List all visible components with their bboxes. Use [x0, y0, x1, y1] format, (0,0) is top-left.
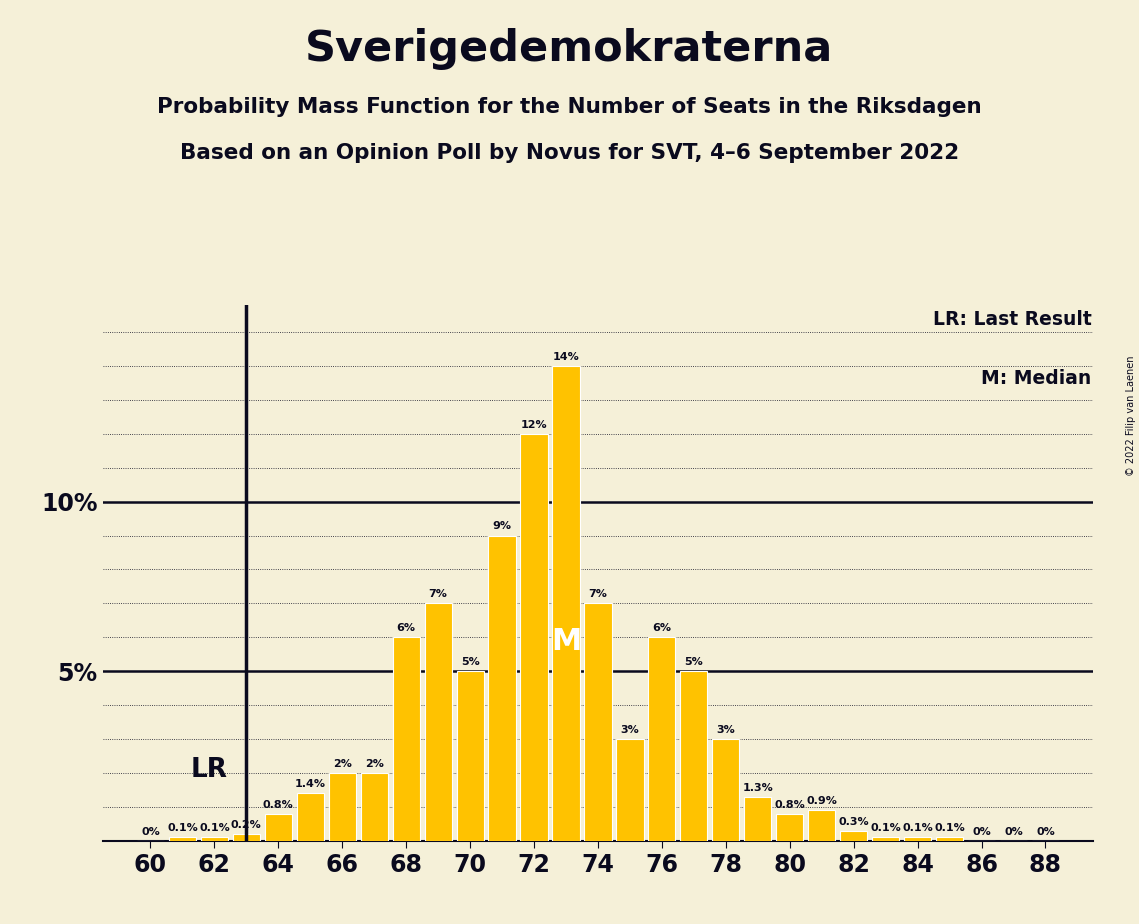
Bar [393, 638, 420, 841]
Bar [809, 810, 835, 841]
Bar [872, 837, 900, 841]
Text: 0%: 0% [1005, 827, 1023, 837]
Bar [361, 773, 387, 841]
Text: 0.1%: 0.1% [167, 823, 198, 833]
Text: 3%: 3% [716, 725, 735, 735]
Text: LR: Last Result: LR: Last Result [933, 310, 1091, 329]
Text: 3%: 3% [621, 725, 639, 735]
Text: 6%: 6% [653, 624, 671, 633]
Text: Based on an Opinion Poll by Novus for SVT, 4–6 September 2022: Based on an Opinion Poll by Novus for SV… [180, 143, 959, 164]
Text: 1.3%: 1.3% [743, 783, 773, 793]
Bar [680, 671, 707, 841]
Text: M: Median: M: Median [981, 370, 1091, 388]
Text: 2%: 2% [364, 759, 384, 769]
Bar [936, 837, 964, 841]
Bar [489, 536, 516, 841]
Bar [648, 638, 675, 841]
Text: 0.1%: 0.1% [934, 823, 965, 833]
Text: Sverigedemokraterna: Sverigedemokraterna [305, 28, 834, 69]
Bar [616, 739, 644, 841]
Text: 5%: 5% [685, 657, 703, 667]
Bar [904, 837, 932, 841]
Bar [200, 837, 228, 841]
Bar [521, 433, 548, 841]
Text: 0.1%: 0.1% [199, 823, 230, 833]
Text: M: M [551, 626, 581, 656]
Text: 0.8%: 0.8% [775, 799, 805, 809]
Bar [712, 739, 739, 841]
Bar [552, 366, 580, 841]
Bar [425, 603, 452, 841]
Bar [457, 671, 484, 841]
Bar [584, 603, 612, 841]
Text: 0%: 0% [141, 827, 159, 837]
Bar [296, 794, 323, 841]
Bar [329, 773, 355, 841]
Text: 7%: 7% [428, 590, 448, 600]
Text: 1.4%: 1.4% [295, 779, 326, 789]
Bar [169, 837, 196, 841]
Text: 0.1%: 0.1% [902, 823, 933, 833]
Text: 2%: 2% [333, 759, 352, 769]
Text: 0.3%: 0.3% [838, 817, 869, 827]
Bar [776, 814, 803, 841]
Text: 6%: 6% [396, 624, 416, 633]
Text: 0%: 0% [1036, 827, 1055, 837]
Text: 14%: 14% [552, 352, 580, 362]
Text: © 2022 Filip van Laenen: © 2022 Filip van Laenen [1126, 356, 1136, 476]
Bar [841, 831, 867, 841]
Bar [744, 796, 771, 841]
Text: Probability Mass Function for the Number of Seats in the Riksdagen: Probability Mass Function for the Number… [157, 97, 982, 117]
Bar [232, 834, 260, 841]
Text: 0%: 0% [973, 827, 991, 837]
Text: LR: LR [190, 757, 227, 784]
Text: 0.1%: 0.1% [870, 823, 901, 833]
Text: 12%: 12% [521, 419, 548, 430]
Text: 0.9%: 0.9% [806, 796, 837, 807]
Text: 7%: 7% [589, 590, 607, 600]
Text: 0.2%: 0.2% [231, 820, 262, 830]
Text: 9%: 9% [492, 521, 511, 531]
Bar [264, 814, 292, 841]
Text: 5%: 5% [461, 657, 480, 667]
Text: 0.8%: 0.8% [263, 799, 294, 809]
